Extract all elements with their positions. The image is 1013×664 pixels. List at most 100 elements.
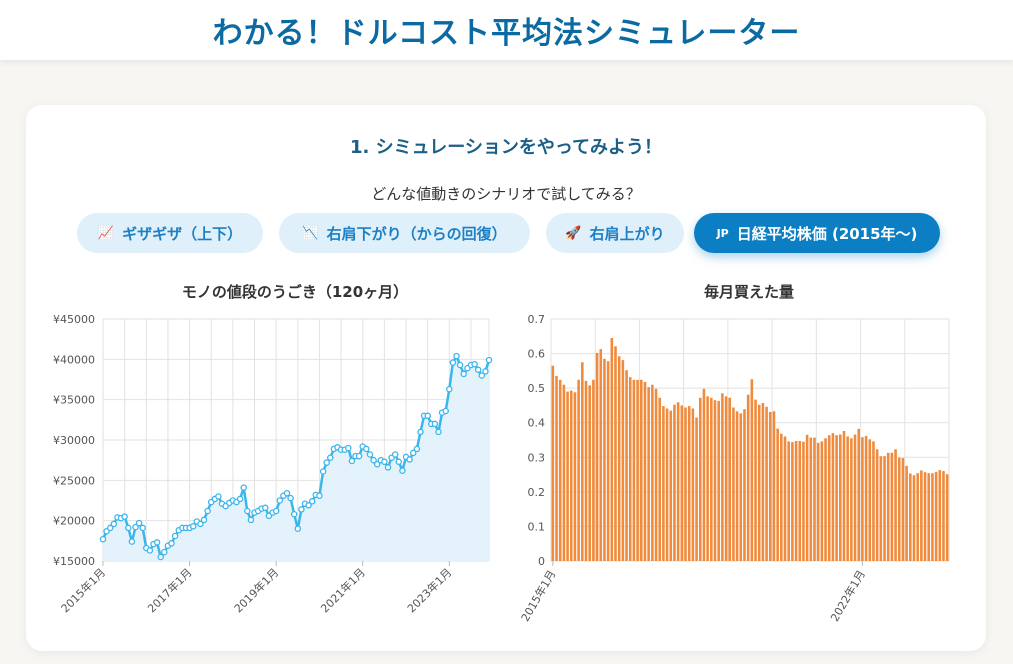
- quantity-bar: [621, 360, 625, 561]
- quantity-bar: [827, 435, 831, 561]
- price-point: [171, 532, 179, 540]
- price-point: [406, 456, 413, 463]
- quantity-bar: [691, 408, 695, 561]
- price-point: [471, 360, 478, 368]
- japan-flag-icon: JP: [716, 226, 729, 240]
- quantity-bar: [761, 403, 765, 561]
- quantity-bar: [757, 404, 761, 561]
- quantity-bar: [636, 379, 639, 561]
- scenario-button-uptrend[interactable]: 🚀 右肩上がり: [546, 213, 684, 253]
- price-point: [417, 428, 424, 436]
- price-point: [409, 449, 417, 457]
- price-point: [106, 524, 114, 532]
- quantity-bar: [868, 439, 872, 561]
- quantity-bar: [651, 384, 654, 561]
- quantity-bar: [772, 411, 776, 561]
- price-point: [157, 553, 164, 561]
- y-tick-label: 0.6: [528, 348, 546, 361]
- price-point: [197, 520, 204, 528]
- price-point: [373, 460, 381, 468]
- price-point: [424, 412, 431, 420]
- app-header: わかる！ドルコスト平均法シミュレーター: [0, 0, 1013, 60]
- x-tick-label: 2022年1月: [827, 568, 868, 624]
- price-point: [435, 428, 442, 436]
- price-point: [348, 457, 356, 465]
- quantity-bar: [566, 391, 569, 561]
- quantity-bar: [923, 472, 927, 561]
- price-point: [294, 525, 302, 532]
- chart-up-icon: 📈: [97, 225, 115, 241]
- price-point: [168, 540, 175, 547]
- quantity-bar: [909, 473, 912, 561]
- price-point: [204, 507, 211, 515]
- quantity-bar: [713, 400, 717, 561]
- quantity-bar: [702, 388, 706, 561]
- price-point: [240, 484, 247, 491]
- scenario-button-decline-recovery[interactable]: 📉 右肩下がり（からの回復）: [279, 213, 530, 253]
- quantity-bar: [883, 456, 886, 561]
- scenario-button-nikkei[interactable]: JP 日経平均株価 (2015年〜): [694, 213, 940, 253]
- price-point: [478, 372, 486, 379]
- y-tick-label: 0: [538, 555, 545, 568]
- price-line-chart: ¥45000 ¥40000 ¥35000 ¥30000 ¥25000 ¥20000 ¥150…: [53, 313, 493, 615]
- quantity-bar: [640, 379, 643, 561]
- quantity-bar: [901, 458, 905, 561]
- quantity-bar: [687, 406, 691, 561]
- quantity-bar: [665, 408, 669, 561]
- price-point: [323, 459, 330, 466]
- quantity-bar: [875, 449, 879, 561]
- price-point: [305, 502, 312, 509]
- section-title: 1. シミュレーションをやってみよう！: [349, 137, 662, 158]
- quantity-bar: [809, 437, 813, 561]
- price-point: [200, 516, 208, 524]
- price-chart-title: モノの値段のうごき（120ヶ月）: [181, 283, 409, 301]
- scenario-button-zigzag[interactable]: 📈 ギザギザ（上下）: [77, 213, 263, 253]
- scenario-label: ギザギザ（上下）: [122, 224, 243, 243]
- quantity-bar: [684, 407, 687, 561]
- quantity-bar: [846, 436, 849, 561]
- quantity-bar: [706, 396, 709, 561]
- price-point: [287, 494, 294, 502]
- price-point: [442, 407, 449, 415]
- quantity-bar: [592, 379, 595, 561]
- quantity-bar: [603, 358, 606, 561]
- x-tick-label: 2021年1月: [318, 565, 368, 615]
- quantity-bar: [853, 434, 857, 561]
- y-tick-label: 0.1: [528, 520, 546, 533]
- quantity-bar: [614, 346, 617, 561]
- price-point: [474, 366, 482, 374]
- price-point: [247, 516, 255, 524]
- price-point: [381, 458, 388, 466]
- price-point: [308, 498, 316, 505]
- quantity-bar: [750, 379, 754, 561]
- price-point: [449, 359, 457, 366]
- price-point: [482, 368, 489, 375]
- y-tick-label: ¥15000: [53, 555, 95, 568]
- price-point: [453, 352, 460, 360]
- scenario-question: どんな値動きのシナリオで試してみる？: [371, 185, 641, 203]
- price-point: [121, 513, 128, 520]
- price-point: [283, 489, 291, 497]
- quantity-bar: [850, 438, 853, 561]
- quantity-bar: [669, 410, 673, 561]
- price-point: [161, 548, 168, 556]
- quantity-bar: [816, 442, 820, 561]
- price-point: [272, 507, 280, 515]
- x-tick-label: 2017年1月: [144, 565, 194, 615]
- quantity-bar: [717, 400, 720, 561]
- price-point: [189, 523, 197, 530]
- price-point: [446, 385, 453, 393]
- price-point: [139, 524, 146, 532]
- price-point: [431, 420, 439, 428]
- quantity-bar: [776, 428, 779, 561]
- price-point: [363, 445, 370, 453]
- quantity-bar: [662, 406, 665, 561]
- rocket-icon: 🚀: [565, 225, 582, 241]
- quantity-bar: [780, 433, 783, 561]
- chart-down-icon: 📉: [302, 225, 319, 241]
- quantity-bar: [927, 473, 931, 561]
- quantity-bar: [897, 457, 901, 561]
- quantity-bar: [558, 379, 562, 561]
- x-tick-label: 2015年1月: [58, 565, 108, 615]
